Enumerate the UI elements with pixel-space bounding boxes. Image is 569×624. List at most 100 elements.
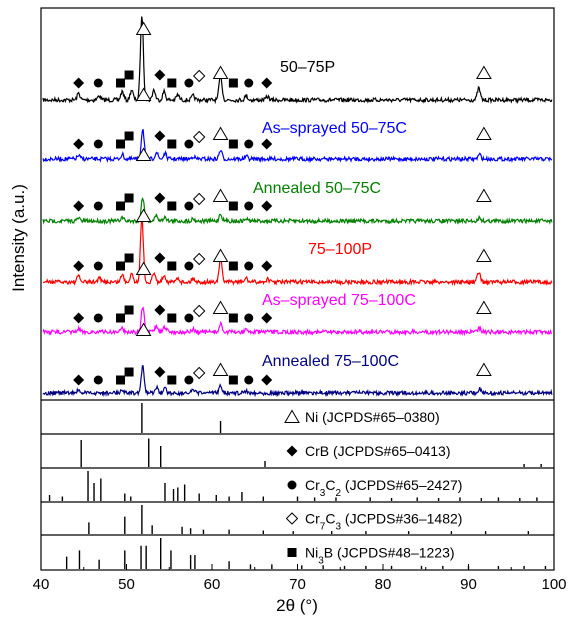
open-triangle-marker: [135, 21, 152, 35]
series-label: 50–75P: [280, 59, 335, 76]
filled-square-marker: [116, 375, 126, 385]
reference-label: Cr3C2 (JCPDS#65–2427): [305, 477, 462, 499]
open-triangle-marker: [476, 65, 492, 79]
filled-diamond-marker: [154, 304, 166, 316]
x-tick-label: 100: [541, 576, 566, 593]
open-triangle-marker: [476, 248, 492, 262]
filled-square-marker: [228, 201, 238, 211]
series-line: [42, 365, 553, 398]
filled-diamond-marker: [154, 192, 166, 204]
series-line: [42, 128, 553, 164]
filled-diamond-marker: [73, 312, 85, 324]
filled-diamond-marker: [286, 445, 298, 457]
filled-diamond-marker: [73, 77, 85, 89]
filled-diamond-marker: [261, 374, 273, 386]
filled-circle-marker: [244, 313, 254, 323]
open-triangle-marker: [135, 322, 152, 336]
filled-circle-marker: [287, 480, 297, 490]
filled-square-marker: [124, 305, 134, 315]
series-markers-3: [73, 147, 492, 212]
reference-panel-5: Ni3B (JCPDS#48–1223): [41, 534, 554, 569]
open-triangle-marker: [212, 188, 229, 202]
open-triangle-marker: [135, 261, 152, 275]
filled-square-marker: [228, 261, 238, 271]
series-markers-4: [73, 208, 492, 272]
filled-square-marker: [287, 548, 297, 557]
open-diamond-marker: [192, 192, 206, 206]
marker-layer: [73, 21, 492, 386]
filled-circle-marker: [244, 261, 254, 271]
series-line: [42, 196, 553, 226]
open-diamond-marker: [192, 366, 206, 380]
series-5: As–sprayed 75–100C: [42, 292, 553, 337]
open-diamond-marker: [192, 304, 206, 318]
reference-label: Ni3B (JCPDS#48–1223): [305, 545, 455, 567]
filled-diamond-marker: [261, 138, 273, 150]
x-axis-label: 2θ (°): [276, 596, 318, 615]
series-2: As–sprayed 50–75C: [42, 120, 553, 164]
filled-circle-marker: [244, 375, 254, 385]
filled-circle-marker: [93, 375, 103, 385]
series-line: [42, 217, 553, 287]
open-diamond-marker: [192, 130, 206, 144]
filled-circle-marker: [93, 261, 103, 271]
filled-square-marker: [124, 131, 134, 141]
series-4: 75–100P: [42, 217, 553, 287]
filled-circle-marker: [93, 139, 103, 149]
open-triangle-marker: [212, 248, 229, 262]
series-markers-6: [73, 322, 492, 386]
open-diamond-marker: [192, 69, 206, 83]
filled-diamond-marker: [73, 260, 85, 272]
filled-square-marker: [124, 70, 134, 80]
open-triangle-marker: [476, 362, 492, 376]
reference-label: Cr7C3 (JCPDS#36–1482): [305, 511, 462, 533]
open-diamond-marker: [285, 512, 299, 525]
filled-square-marker: [124, 367, 134, 377]
reference-panel-4: Cr7C3 (JCPDS#36–1482): [41, 501, 554, 534]
filled-square-marker: [167, 201, 177, 211]
reference-label: CrB (JCPDS#65–0413): [305, 443, 451, 459]
open-triangle-marker: [212, 362, 229, 376]
filled-diamond-marker: [154, 252, 166, 264]
filled-diamond-marker: [154, 366, 166, 378]
open-triangle-marker: [135, 147, 152, 161]
filled-diamond-marker: [261, 312, 273, 324]
filled-diamond-marker: [73, 200, 85, 212]
open-triangle-marker: [212, 300, 229, 314]
filled-square-marker: [167, 78, 177, 88]
filled-diamond-marker: [261, 77, 273, 89]
filled-square-marker: [167, 139, 177, 149]
series-markers-5: [73, 261, 492, 324]
filled-diamond-marker: [154, 130, 166, 142]
filled-square-marker: [228, 375, 238, 385]
filled-circle-marker: [184, 201, 194, 211]
filled-diamond-marker: [261, 260, 273, 272]
open-diamond-marker: [192, 252, 206, 266]
open-triangle-marker: [212, 65, 229, 79]
filled-circle-marker: [184, 313, 194, 323]
series-line: [42, 306, 553, 337]
series-markers-1: [73, 21, 492, 89]
filled-square-marker: [228, 78, 238, 88]
open-triangle-marker: [135, 87, 152, 101]
filled-square-marker: [228, 313, 238, 323]
open-triangle-marker: [476, 126, 492, 140]
filled-circle-marker: [93, 78, 103, 88]
open-triangle-marker: [212, 126, 229, 140]
filled-square-marker: [124, 253, 134, 263]
filled-square-marker: [228, 139, 238, 149]
x-tick-label: 80: [375, 576, 392, 593]
open-triangle-marker: [135, 208, 152, 222]
filled-square-marker: [167, 313, 177, 323]
filled-circle-marker: [244, 139, 254, 149]
reference-panel-3: Cr3C2 (JCPDS#65–2427): [41, 467, 554, 501]
filled-circle-marker: [184, 261, 194, 271]
filled-square-marker: [167, 261, 177, 271]
filled-circle-marker: [184, 139, 194, 149]
reference-panel-2: CrB (JCPDS#65–0413): [41, 433, 554, 467]
open-triangle-marker: [476, 188, 492, 202]
series-3: Annealed 50–75C: [42, 180, 553, 226]
series-layer: 50–75P As–sprayed 50–75C Annealed 50–75C 75…: [42, 16, 553, 398]
filled-diamond-marker: [73, 138, 85, 150]
